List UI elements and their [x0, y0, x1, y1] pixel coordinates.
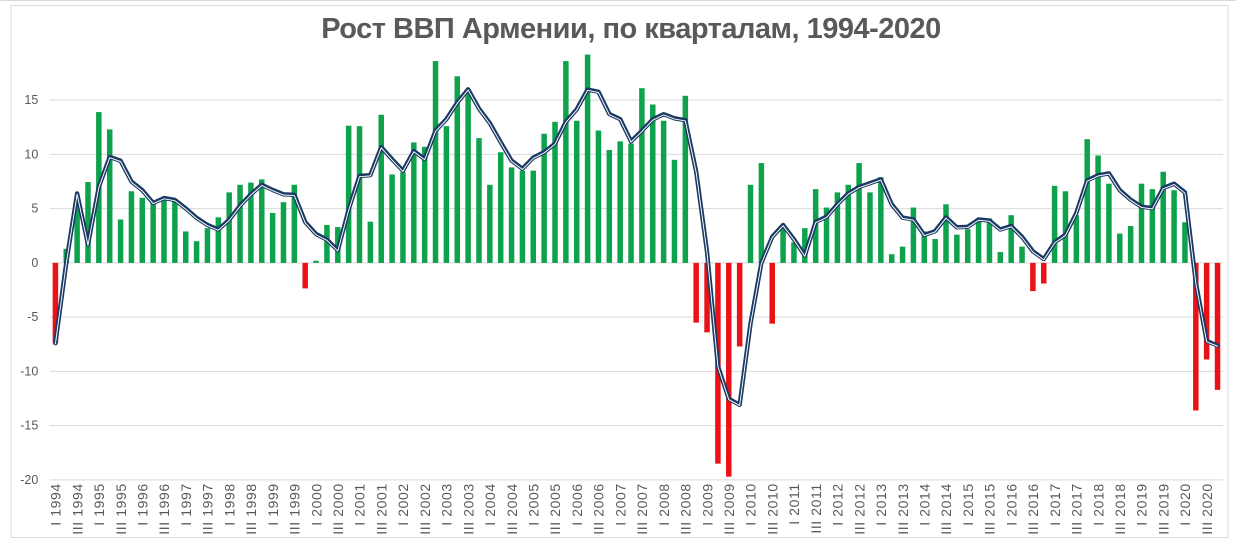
svg-text:III 2000: III 2000	[330, 483, 346, 535]
svg-text:I 2003: I 2003	[439, 483, 455, 526]
svg-text:I 2008: I 2008	[656, 483, 672, 526]
svg-text:III 2009: III 2009	[721, 483, 737, 535]
svg-text:Рост ВВП Армении, по кварталам: Рост ВВП Армении, по кварталам, 1994-202…	[321, 13, 941, 45]
svg-text:III 1996: III 1996	[156, 483, 172, 535]
svg-text:III 2019: III 2019	[1155, 483, 1171, 535]
svg-text:III 1997: III 1997	[200, 483, 216, 535]
svg-text:I 2011: I 2011	[786, 483, 802, 525]
svg-text:5: 5	[31, 202, 38, 216]
svg-text:III 2018: III 2018	[1112, 483, 1128, 535]
svg-text:III 2007: III 2007	[634, 483, 650, 535]
svg-text:10: 10	[24, 147, 38, 161]
svg-text:III 2005: III 2005	[547, 483, 563, 535]
svg-text:I 1995: I 1995	[91, 483, 107, 526]
svg-text:I 2014: I 2014	[916, 483, 932, 526]
svg-text:I 1999: I 1999	[265, 483, 281, 526]
svg-text:-20: -20	[20, 473, 38, 487]
svg-text:I 2017: I 2017	[1047, 483, 1063, 526]
svg-text:I 2000: I 2000	[308, 483, 324, 526]
svg-text:I 2018: I 2018	[1090, 483, 1106, 526]
svg-text:III 2003: III 2003	[460, 483, 476, 535]
svg-text:I 2013: I 2013	[873, 483, 889, 526]
svg-text:15: 15	[24, 93, 38, 107]
svg-text:III 1998: III 1998	[243, 483, 259, 535]
svg-text:III 2020: III 2020	[1199, 483, 1215, 535]
svg-text:III 2008: III 2008	[678, 483, 694, 535]
svg-text:-5: -5	[27, 310, 38, 324]
svg-text:I 2006: I 2006	[569, 483, 585, 526]
svg-text:I 2004: I 2004	[482, 483, 498, 526]
svg-text:III 2014: III 2014	[938, 483, 954, 535]
svg-text:I 1996: I 1996	[134, 483, 150, 526]
svg-text:III 2016: III 2016	[1025, 483, 1041, 535]
svg-text:III 2004: III 2004	[504, 483, 520, 535]
svg-text:III 2015: III 2015	[982, 483, 998, 535]
svg-text:III 1995: III 1995	[113, 483, 129, 535]
svg-text:I 2002: I 2002	[395, 483, 411, 526]
svg-text:-10: -10	[20, 364, 38, 378]
svg-text:I 2020: I 2020	[1177, 483, 1193, 526]
svg-text:I 2015: I 2015	[960, 483, 976, 526]
svg-text:I 2019: I 2019	[1134, 483, 1150, 526]
svg-text:III 2002: III 2002	[417, 483, 433, 535]
svg-text:I 1997: I 1997	[178, 483, 194, 526]
svg-text:I 2010: I 2010	[743, 483, 759, 526]
svg-text:I 1998: I 1998	[221, 483, 237, 526]
svg-text:III 2017: III 2017	[1069, 483, 1085, 535]
svg-text:I 1994: I 1994	[48, 483, 64, 526]
svg-text:I 2005: I 2005	[525, 483, 541, 526]
svg-text:I 2007: I 2007	[612, 483, 628, 526]
svg-text:III 1999: III 1999	[287, 483, 303, 535]
svg-text:-15: -15	[20, 419, 38, 433]
svg-text:III 2013: III 2013	[895, 483, 911, 535]
svg-text:III 2011: III 2011	[808, 483, 824, 533]
svg-text:III 1994: III 1994	[69, 483, 85, 535]
svg-text:I 2001: I 2001	[352, 483, 368, 526]
svg-text:III 2012: III 2012	[851, 483, 867, 535]
svg-text:0: 0	[31, 256, 38, 270]
svg-text:I 2012: I 2012	[830, 483, 846, 526]
svg-text:III 2001: III 2001	[373, 483, 389, 535]
svg-text:III 2006: III 2006	[591, 483, 607, 535]
svg-text:III 2010: III 2010	[764, 483, 780, 535]
svg-text:I 2016: I 2016	[1003, 483, 1019, 526]
svg-text:I 2009: I 2009	[699, 483, 715, 526]
